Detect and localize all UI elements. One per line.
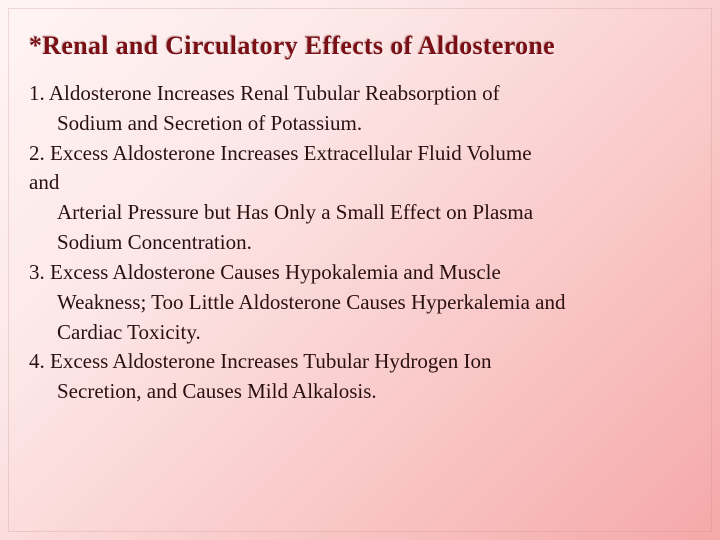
content-line: Secretion, and Causes Mild Alkalosis. <box>29 377 691 407</box>
content-line: 2. Excess Aldosterone Increases Extracel… <box>29 139 691 169</box>
content-line: Arterial Pressure but Has Only a Small E… <box>29 198 691 228</box>
content-line: 1. Aldosterone Increases Renal Tubular R… <box>29 79 691 109</box>
slide-title: *Renal and Circulatory Effects of Aldost… <box>9 9 711 79</box>
slide-content: 1. Aldosterone Increases Renal Tubular R… <box>9 79 711 407</box>
content-line: Cardiac Toxicity. <box>29 318 691 348</box>
content-line: Sodium and Secretion of Potassium. <box>29 109 691 139</box>
slide-frame: *Renal and Circulatory Effects of Aldost… <box>8 8 712 532</box>
content-line: and <box>29 168 691 198</box>
content-line: Sodium Concentration. <box>29 228 691 258</box>
content-line: 4. Excess Aldosterone Increases Tubular … <box>29 347 691 377</box>
content-line: Weakness; Too Little Aldosterone Causes … <box>29 288 691 318</box>
content-line: 3. Excess Aldosterone Causes Hypokalemia… <box>29 258 691 288</box>
